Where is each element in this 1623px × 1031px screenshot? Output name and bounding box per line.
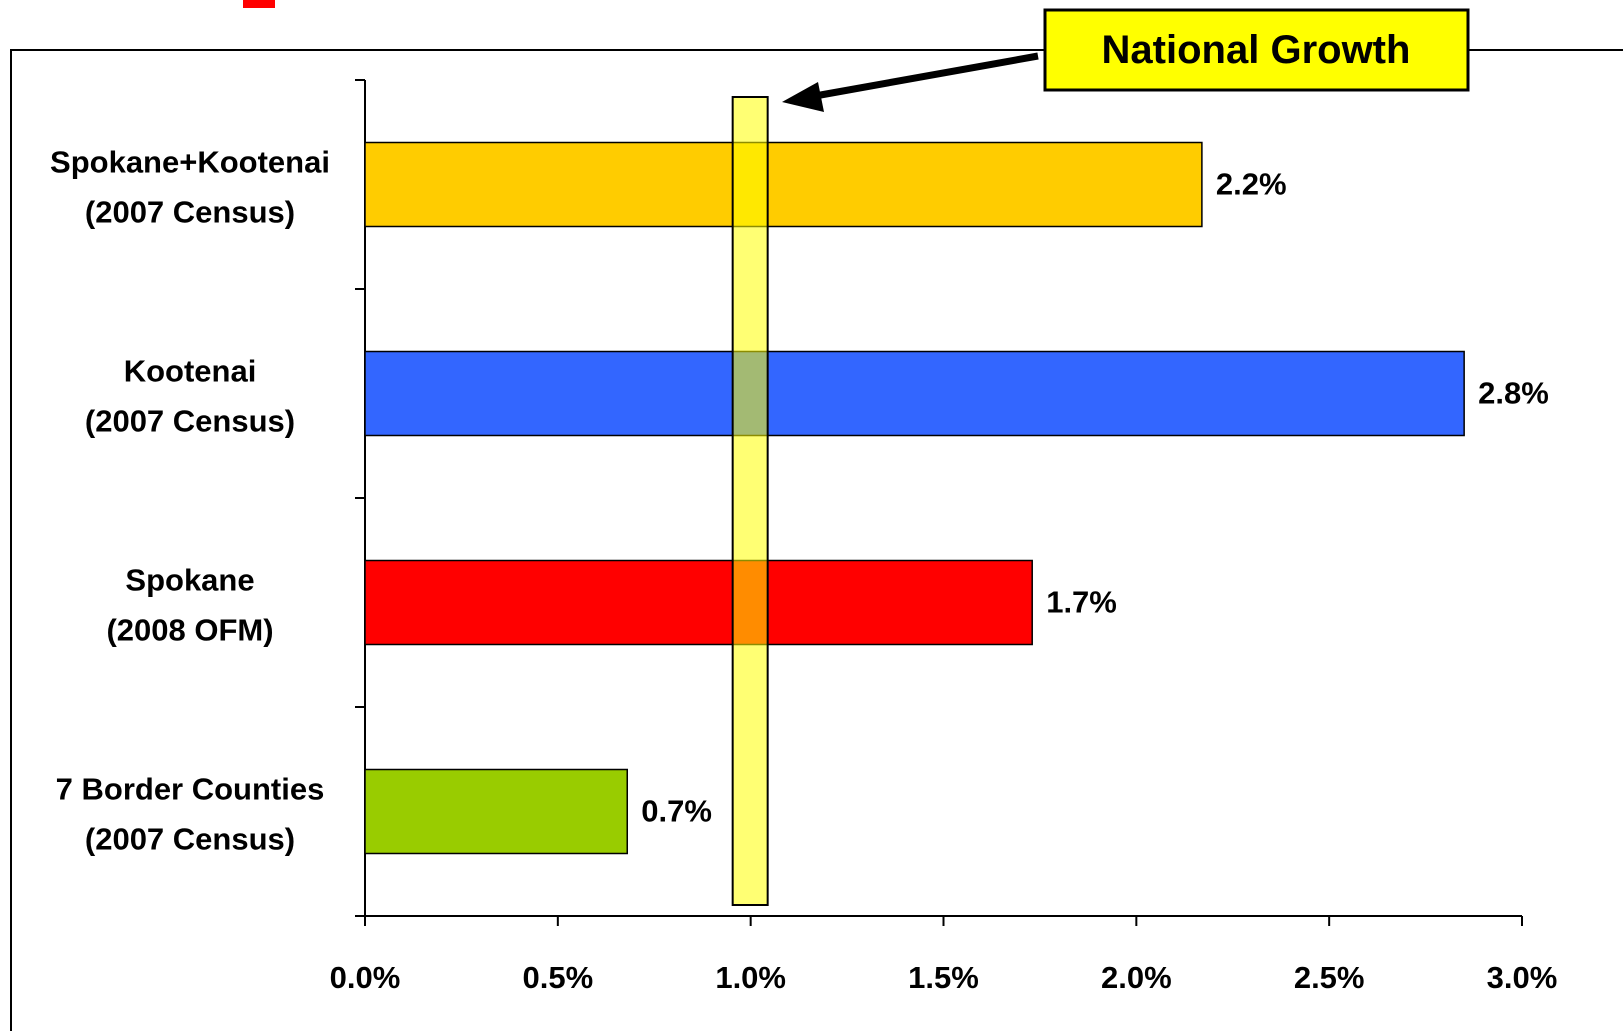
red-marker-fragment <box>243 0 275 8</box>
callout-arrow-head <box>782 82 824 112</box>
national-growth-callout: National Growth <box>782 8 1470 112</box>
data-label: 0.7% <box>641 794 712 829</box>
category-label-line1: Kootenai <box>124 354 257 389</box>
national-growth-band <box>731 96 769 906</box>
plot-area: 0.0% 0.5% 1.0% 1.5% 2.0% 2.5% 3.0% 2.2% Spokane+… <box>50 79 1558 995</box>
callout-label: National Growth <box>1102 28 1411 72</box>
x-tick-label: 0.5% <box>522 960 593 995</box>
bar <box>364 559 1033 646</box>
bar <box>364 768 629 855</box>
category-label-line2: (2007 Census) <box>85 195 295 230</box>
x-tick-label: 3.0% <box>1487 960 1558 995</box>
category-label-line1: 7 Border Counties <box>56 772 325 807</box>
callout-arrow-line <box>814 52 1039 100</box>
data-label: 1.7% <box>1046 585 1117 620</box>
x-tick-label: 1.0% <box>715 960 786 995</box>
category-label-line1: Spokane+Kootenai <box>50 145 330 180</box>
category-label-line2: (2007 Census) <box>85 822 295 857</box>
x-tick-label: 2.5% <box>1294 960 1365 995</box>
data-label: 2.8% <box>1478 376 1549 411</box>
category-label-line2: (2007 Census) <box>85 404 295 439</box>
chart-frame <box>10 49 1623 1031</box>
x-tick-label: 1.5% <box>908 960 979 995</box>
x-tick-label: 2.0% <box>1101 960 1172 995</box>
bar <box>364 350 1465 437</box>
x-tick-label: 0.0% <box>330 960 401 995</box>
data-label: 2.2% <box>1216 167 1287 202</box>
callout-box <box>1043 8 1470 92</box>
category-label-line1: Spokane <box>125 563 254 598</box>
bar <box>364 141 1203 228</box>
category-label-line2: (2008 OFM) <box>106 613 273 648</box>
